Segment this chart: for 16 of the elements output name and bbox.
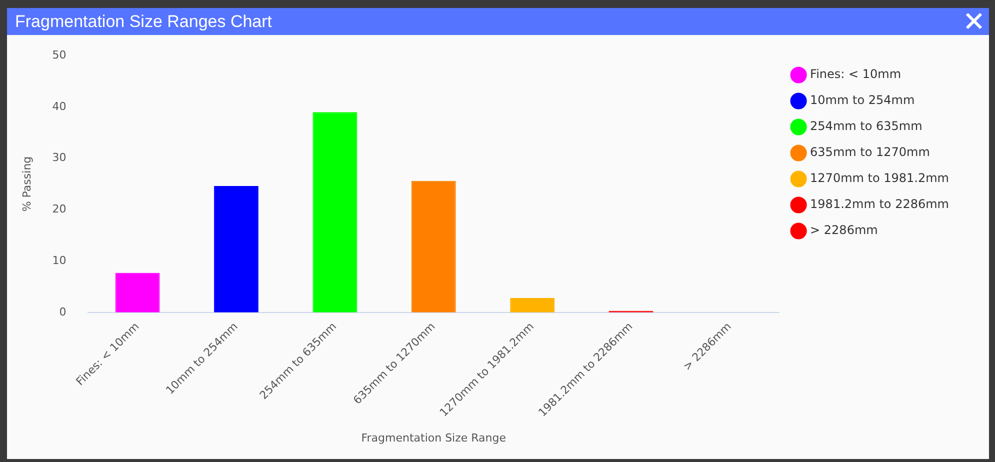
legend-label: 635mm to 1270mm — [810, 145, 930, 160]
y-axis-title: % Passing — [20, 156, 34, 212]
legend-label: 10mm to 254mm — [810, 93, 915, 108]
legend-label: > 2286mm — [810, 223, 878, 238]
x-axis-title: Fragmentation Size Range — [361, 431, 506, 444]
chart-title: Fragmentation Size Ranges Chart — [15, 12, 272, 31]
y-tick-label: 20 — [52, 202, 66, 216]
legend-label: 1981.2mm to 2286mm — [810, 197, 950, 212]
y-tick-label: 40 — [52, 100, 66, 113]
legend-label: Fines: < 10mm — [810, 67, 902, 82]
y-tick-label: 0 — [59, 305, 66, 318]
legend-label: 1270mm to 1981.2mm — [810, 171, 950, 186]
legend-label: 254mm to 635mm — [810, 119, 922, 134]
y-tick-label: 50 — [52, 48, 66, 62]
y-tick-label: 10 — [52, 254, 66, 267]
y-tick-label: 30 — [52, 151, 66, 164]
